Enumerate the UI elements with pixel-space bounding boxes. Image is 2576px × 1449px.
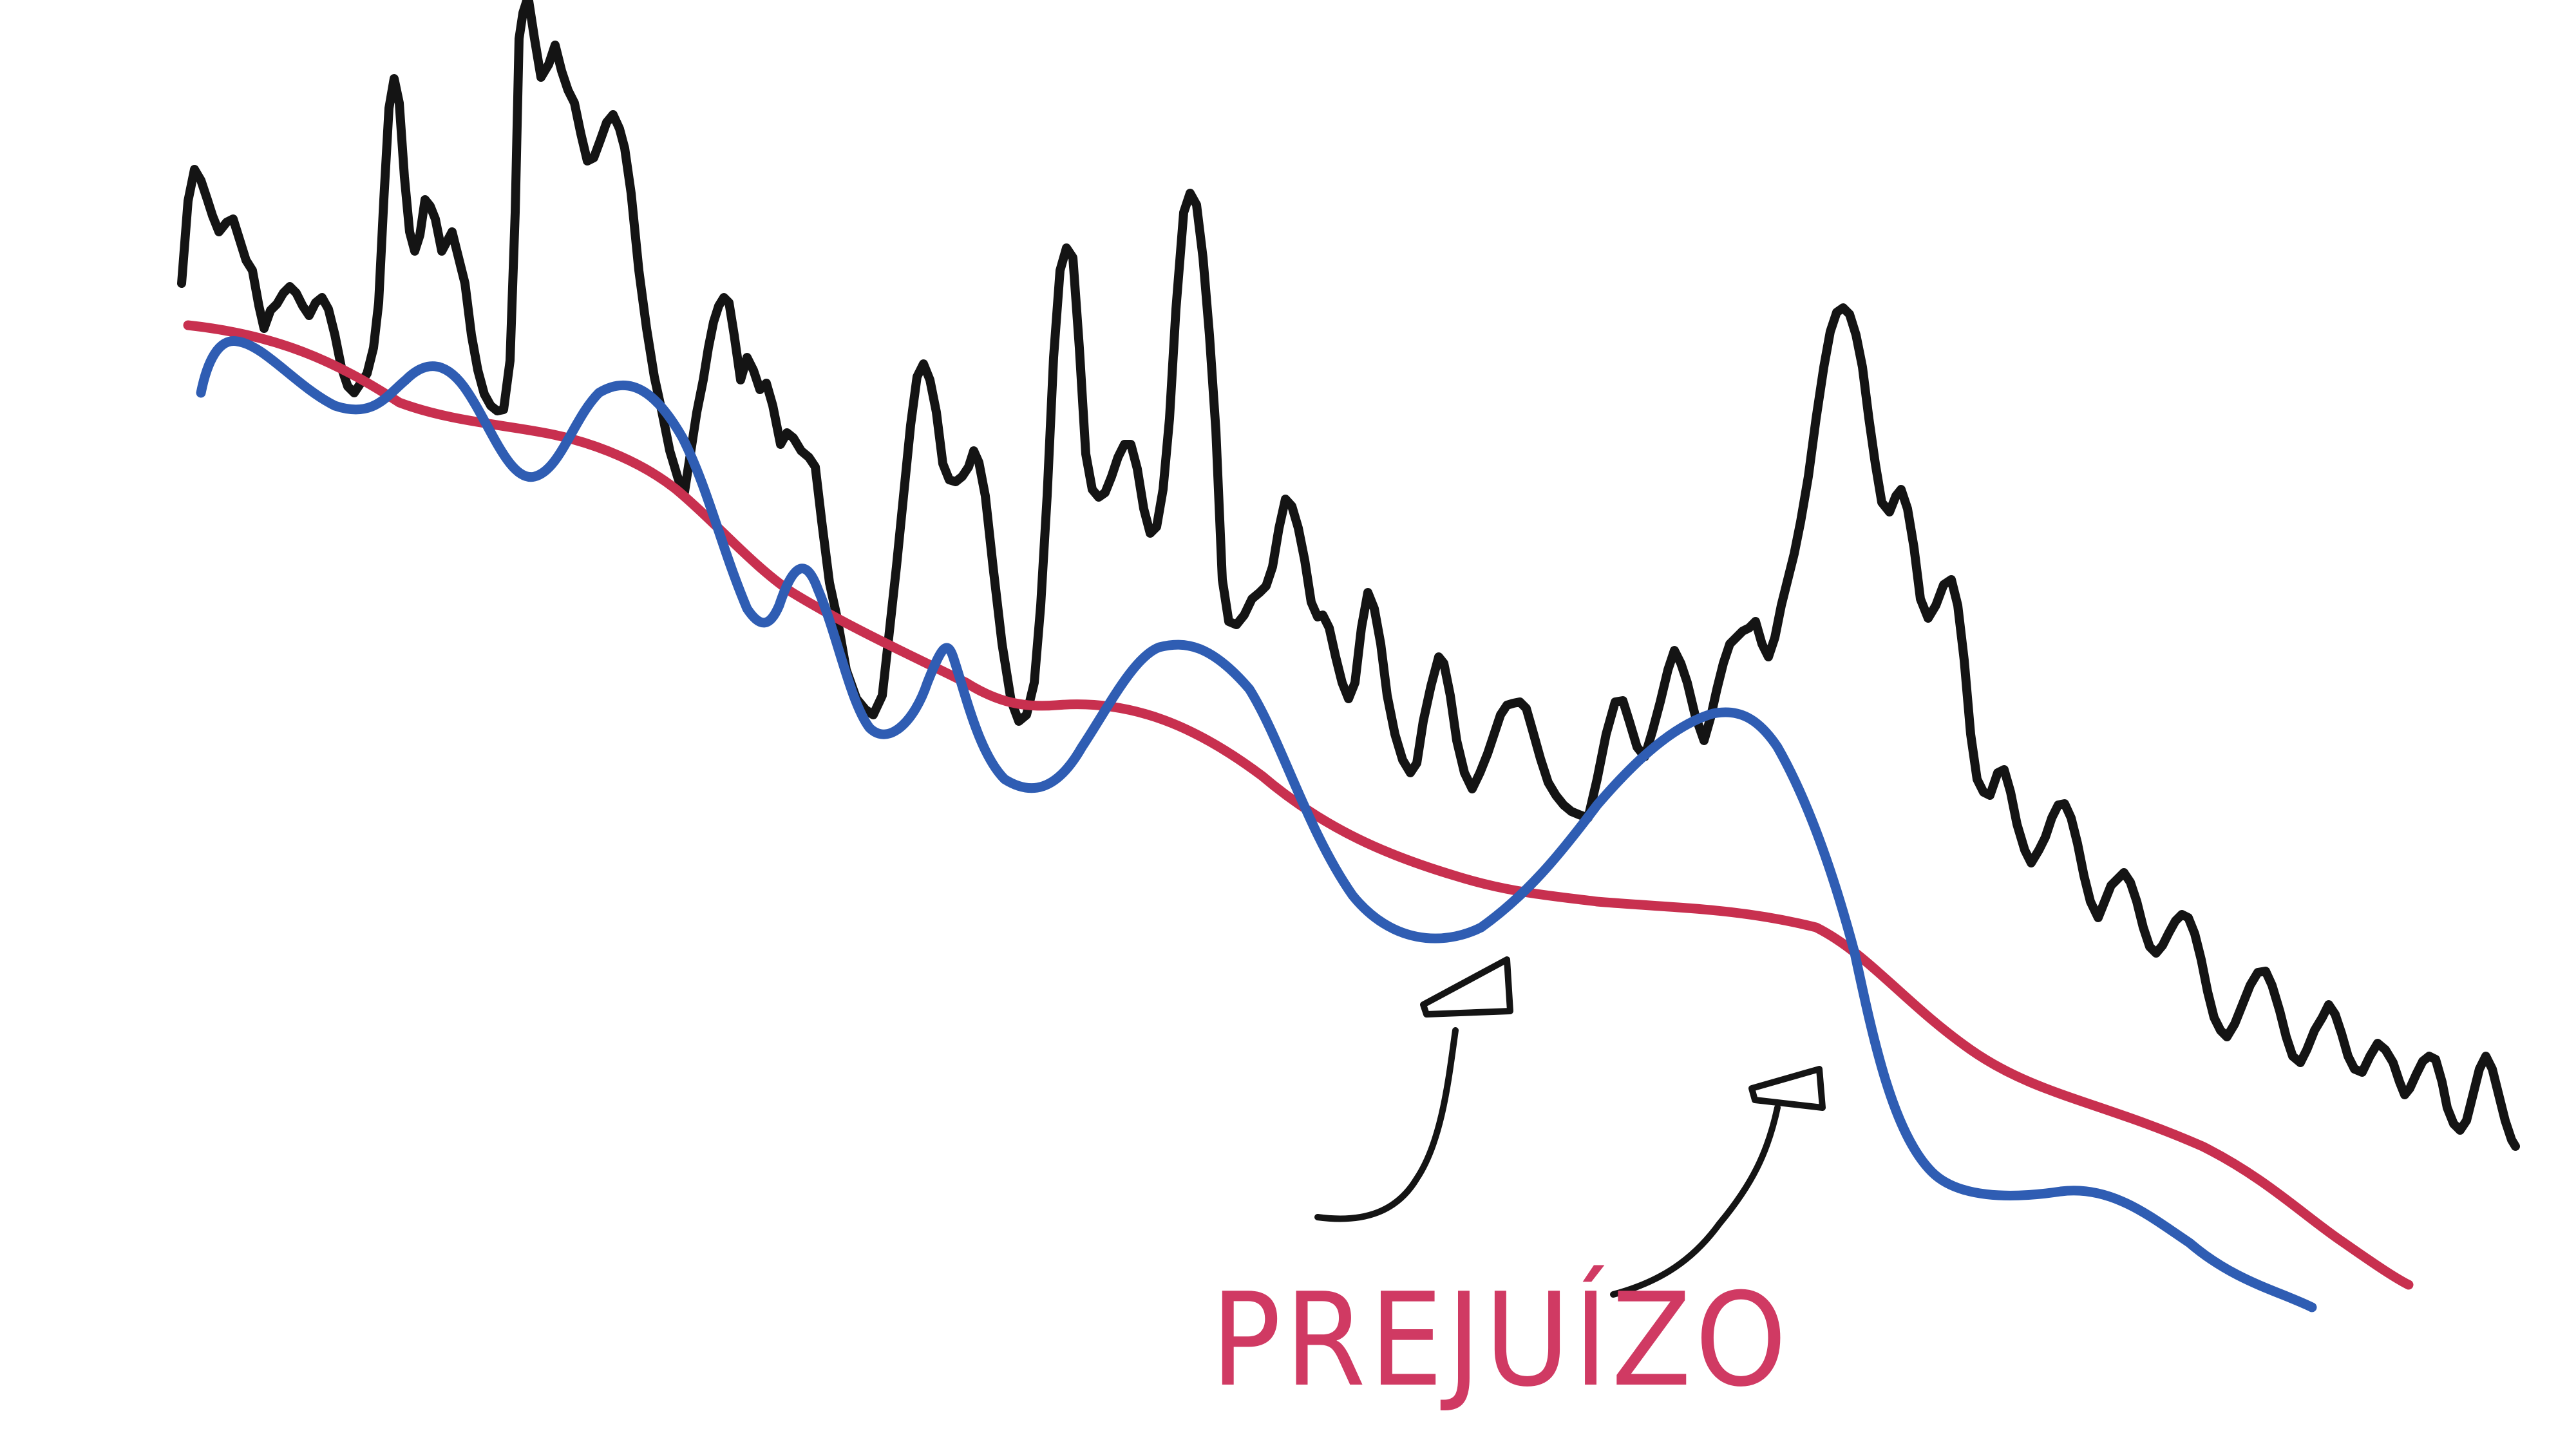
arrow-to-first-crossing (1314, 1027, 1459, 1222)
arrow-head-icon (1420, 956, 1513, 1018)
price-line (177, 0, 2520, 1151)
fast-average-line (196, 336, 2317, 1312)
slow-average-line (183, 320, 2414, 1290)
annotation-label: PREJUÍZO (1211, 1265, 1790, 1416)
arrow-head-icon (1748, 1066, 1826, 1111)
arrow-to-second-crossing (1610, 1104, 1781, 1298)
